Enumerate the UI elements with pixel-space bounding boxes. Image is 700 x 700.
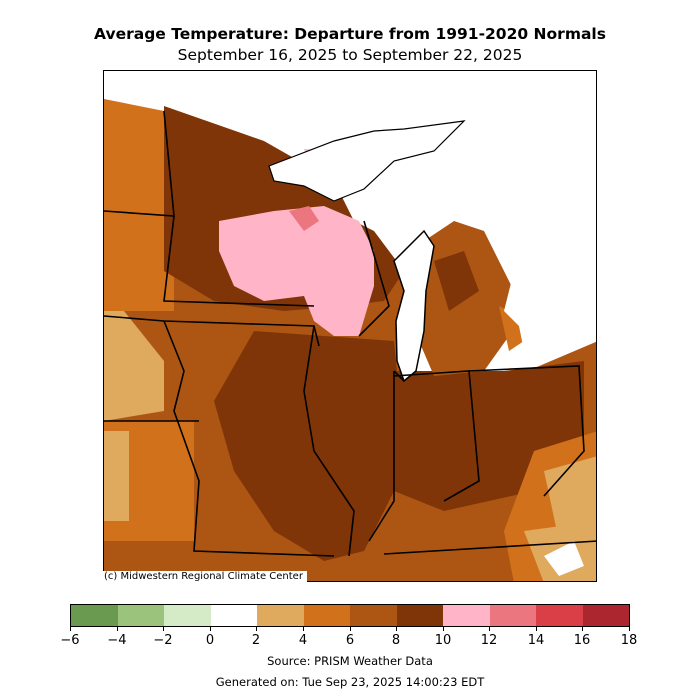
colorbar-tick-mark	[396, 627, 397, 631]
colorbar-bin-8	[443, 605, 490, 626]
map-subtitle: September 16, 2025 to September 22, 2025	[177, 46, 523, 64]
colorbar-tick-label: −2	[153, 633, 173, 648]
colorbar-tick-label: 0	[205, 633, 215, 648]
source-label: Source: PRISM Weather Data	[267, 654, 433, 668]
state-boundaries	[104, 110, 596, 557]
colorbar-bin-11	[582, 605, 629, 626]
colorbar-bin-9	[489, 605, 536, 626]
colorbar-tick-label: 18	[620, 633, 638, 648]
lake-huron	[494, 216, 589, 351]
colorbar-tick-label: 16	[573, 633, 591, 648]
colorbar-tick-label: −4	[107, 633, 127, 648]
colorbar-tick-label: 8	[391, 633, 401, 648]
colorbar-ticks: −6 −4 −2 0 2 4 6 8 10 12 14 16 18	[60, 627, 637, 651]
colorbar-tick-label: 6	[345, 633, 355, 648]
region-wisconsin-pink	[219, 206, 374, 336]
generated-label: Generated on: Tue Sep 23, 2025 14:00:23 …	[215, 675, 485, 689]
colorbar-tick-mark	[210, 627, 211, 631]
region-nebraska-edge	[104, 311, 164, 421]
colorbar-tick-mark	[256, 627, 257, 631]
colorbar-bin-4	[257, 605, 304, 626]
copyright-label: (c) Midwestern Regional Climate Center	[103, 571, 307, 582]
map-title: Average Temperature: Departure from 1991…	[94, 25, 606, 43]
colorbar-tick-mark	[303, 627, 304, 631]
colorbar-bin-7	[396, 605, 443, 626]
colorbar-bin-3	[210, 605, 257, 626]
colorbar-tick-mark	[536, 627, 537, 631]
colorbar-tick-label: 12	[480, 633, 498, 648]
region-southeast-light	[544, 456, 596, 541]
region-iowa-west	[104, 211, 174, 311]
colorbar-tick-mark	[629, 627, 630, 631]
colorbar-bin-5	[303, 605, 350, 626]
region-wi-red-spot	[289, 206, 319, 231]
region-michigan-dark	[434, 251, 479, 311]
colorbar-tick-mark	[350, 627, 351, 631]
lake-superior	[268, 120, 466, 202]
region-west-mn	[104, 99, 164, 211]
colorbar	[70, 604, 630, 627]
colorbar-tick-label: 14	[527, 633, 545, 648]
colorbar-tick-label: 4	[298, 633, 308, 648]
region-kansas-light	[104, 431, 129, 521]
colorbar-bin-0	[71, 605, 118, 626]
region-white-spot	[544, 541, 584, 576]
map-canvas	[104, 71, 596, 581]
colorbar-tick-label: 2	[251, 633, 261, 648]
colorbar-bin-2	[164, 605, 211, 626]
colorbar-tick-mark	[117, 627, 118, 631]
colorbar-bin-6	[350, 605, 397, 626]
colorbar-bin-1	[117, 605, 164, 626]
colorbar-tick-mark	[582, 627, 583, 631]
colorbar-tick-label: 10	[434, 633, 452, 648]
colorbar-tick-mark	[489, 627, 490, 631]
colorbar-tick-mark	[163, 627, 164, 631]
colorbar-tick-mark	[70, 627, 71, 631]
lake-michigan	[393, 229, 435, 383]
colorbar-tick-mark	[443, 627, 444, 631]
colorbar-tick-label: −6	[60, 633, 80, 648]
region-central-dark	[214, 331, 399, 561]
temperature-departure-map	[103, 70, 597, 582]
colorbar-bin-10	[536, 605, 583, 626]
